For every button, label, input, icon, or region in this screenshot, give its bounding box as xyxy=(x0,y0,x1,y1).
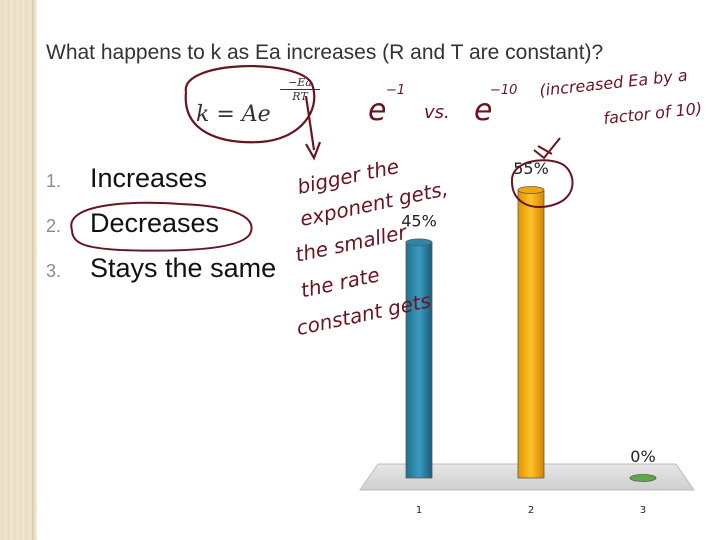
answer-option-2[interactable]: 2. Decreases xyxy=(46,208,276,253)
formula-exp-denominator: RT xyxy=(292,90,308,103)
x-tick-label-2: 2 xyxy=(528,505,534,516)
answer-option-3[interactable]: 3. Stays the same xyxy=(46,253,276,298)
bar-2 xyxy=(517,189,545,479)
formula-lhs: k xyxy=(196,102,210,127)
bar-cap-3 xyxy=(629,474,657,482)
ink-e-base-1: e xyxy=(368,93,386,128)
ink-note-top-1: (increased Ea by a xyxy=(538,66,688,100)
data-label-3: 0% xyxy=(630,447,655,466)
question-title: What happens to k as Ea increases (R and… xyxy=(46,41,604,64)
ink-circle-decreases xyxy=(70,201,253,252)
ink-e-base-10: e xyxy=(474,93,492,128)
ink-scribble-check xyxy=(533,137,561,160)
formula-exponent: −Ea RT xyxy=(280,76,320,103)
bar-cap-1 xyxy=(405,238,433,247)
arrhenius-formula: k = Ae −Ea RT xyxy=(196,76,320,127)
bar-cap-2 xyxy=(517,186,545,194)
formula-prefix: = Ae xyxy=(216,102,271,127)
paper-texture-strip xyxy=(0,0,32,540)
formula-exp-numerator: −Ea xyxy=(280,76,320,90)
ink-e-exponent-1: −1 xyxy=(386,83,405,98)
x-tick-label-3: 3 xyxy=(640,505,646,516)
answer-number: 1. xyxy=(46,171,62,191)
answer-text: Decreases xyxy=(90,208,220,238)
ink-note-top-2: factor of 10) xyxy=(602,99,703,128)
bar-1 xyxy=(405,241,433,479)
answer-number: 3. xyxy=(46,261,62,281)
ink-e-exponent-10: −10 xyxy=(490,83,517,98)
answer-list: 1. Increases 2. Decreases 3. Stays the s… xyxy=(46,163,276,298)
ink-arrow-down xyxy=(304,95,322,161)
ink-circle-exponent xyxy=(184,65,316,144)
answer-option-1[interactable]: 1. Increases xyxy=(46,163,276,208)
ink-circle-55 xyxy=(510,159,574,208)
x-tick-label-1: 1 xyxy=(416,505,422,516)
answer-text: Stays the same xyxy=(90,253,277,283)
answer-number: 2. xyxy=(46,216,62,236)
ink-note-side-4: the rate xyxy=(299,262,382,302)
paper-edge xyxy=(32,0,37,540)
ink-vs: vs. xyxy=(424,102,450,123)
data-label-1: 45% xyxy=(401,211,437,230)
answer-text: Increases xyxy=(90,163,208,193)
